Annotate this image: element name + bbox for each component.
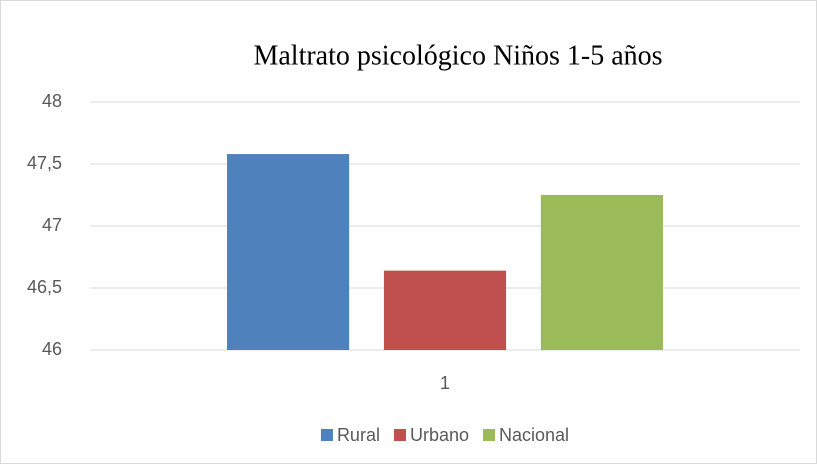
legend-swatch <box>483 429 496 441</box>
bar <box>540 195 663 350</box>
x-tick-label: 1 <box>440 373 450 393</box>
bar <box>227 154 350 350</box>
y-tick-label: 46 <box>42 339 62 359</box>
bar <box>383 270 507 350</box>
chart-title: Maltrato psicológico Niños 1-5 años <box>253 40 662 71</box>
legend-swatch <box>393 429 406 441</box>
y-tick-label: 47,5 <box>27 153 62 173</box>
y-tick-label: 47 <box>42 215 62 235</box>
legend-swatch <box>320 429 333 441</box>
legend-label: Urbano <box>410 425 469 445</box>
y-tick-label: 48 <box>42 91 62 111</box>
legend-label: Rural <box>337 425 380 445</box>
legend-label: Nacional <box>499 425 569 445</box>
y-tick-label: 46,5 <box>27 277 62 297</box>
